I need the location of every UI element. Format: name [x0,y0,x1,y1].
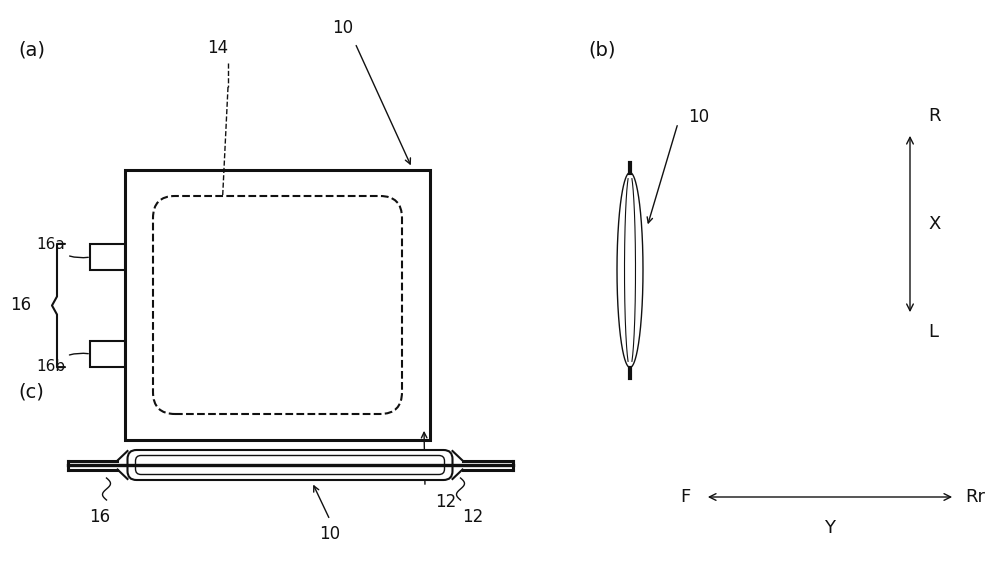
Text: 16: 16 [89,508,110,526]
Text: (c): (c) [18,383,44,402]
Text: R: R [928,107,940,125]
Text: 10: 10 [319,525,341,543]
Bar [90,244,125,270]
Text: Rr: Rr [965,488,985,506]
Text: 16: 16 [10,297,31,315]
Text: F: F [680,488,690,506]
Text: X: X [928,215,940,233]
Polygon shape [617,172,643,367]
Bar [125,170,430,440]
Text: 16a: 16a [36,237,88,258]
FancyBboxPatch shape [136,455,444,474]
Text: 16b: 16b [36,353,88,374]
Text: L: L [928,323,938,341]
Text: Y: Y [825,519,836,537]
Text: (a): (a) [18,40,45,59]
Text: (b): (b) [588,40,616,59]
Text: 12: 12 [462,508,483,526]
Text: 10: 10 [332,19,354,37]
FancyBboxPatch shape [128,450,453,480]
Text: 10: 10 [688,108,709,126]
Bar [90,341,125,367]
FancyBboxPatch shape [153,196,402,414]
Text: 12: 12 [435,493,456,511]
Text: 14: 14 [207,39,229,57]
